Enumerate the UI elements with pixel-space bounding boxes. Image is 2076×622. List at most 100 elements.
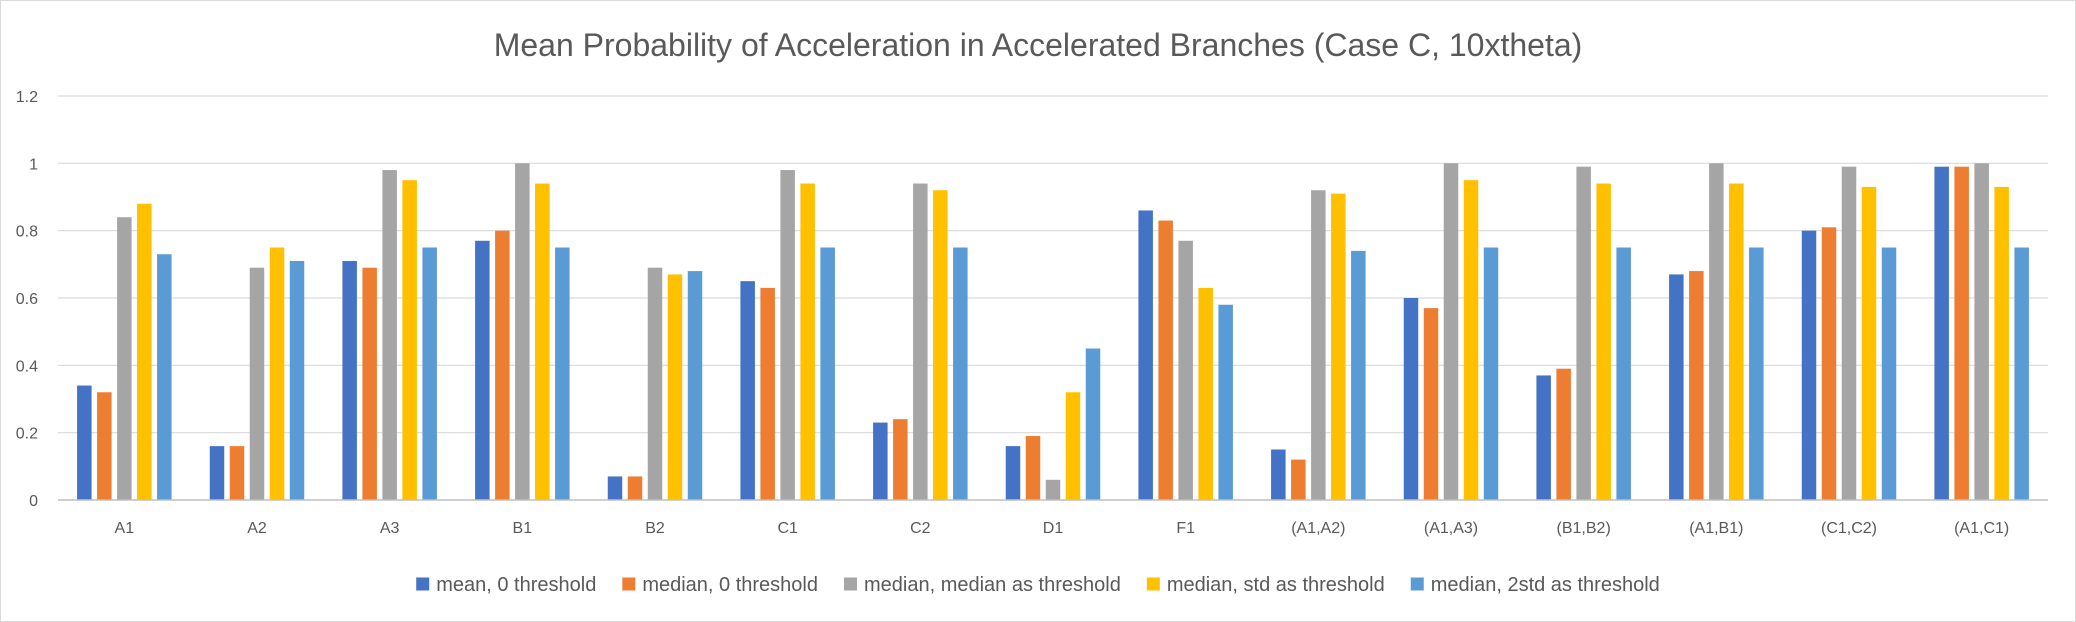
x-tick-label: B2 (645, 520, 665, 537)
bar (157, 254, 172, 500)
bar (422, 247, 437, 500)
bar (893, 419, 908, 500)
bar (1005, 446, 1021, 500)
bar (1218, 304, 1233, 500)
bar (760, 287, 775, 500)
bar (555, 247, 570, 500)
bar (913, 183, 928, 501)
legend-label: median, 2std as threshold (1431, 574, 1660, 596)
bar (953, 247, 968, 500)
bar (1331, 193, 1346, 500)
bar (249, 267, 265, 500)
bar (1576, 166, 1591, 500)
bar (933, 190, 948, 500)
bar (495, 230, 510, 500)
y-tick-label: 1.2 (16, 89, 38, 106)
bar (97, 392, 112, 500)
bar (1749, 247, 1764, 500)
x-tick-label: (A1,A3) (1424, 520, 1478, 537)
y-tick-label: 0.4 (16, 358, 38, 375)
bar (1198, 287, 1213, 500)
bar (1311, 190, 1326, 500)
bar (740, 281, 755, 500)
x-tick-label: (A1,C1) (1954, 520, 2009, 537)
bar (1403, 298, 1419, 500)
x-tick-label: A3 (380, 520, 400, 537)
legend-swatch (622, 577, 636, 591)
bar (209, 446, 225, 500)
bar (2014, 247, 2029, 500)
y-axis-ticks: 0 0.2 0.4 0.6 0.8 1 1.2 (16, 89, 38, 510)
x-tick-label: (B1,B2) (1557, 520, 1611, 537)
legend-swatch (1146, 577, 1160, 591)
bar (1881, 247, 1897, 500)
chart-title: Mean Probability of Acceleration in Acce… (494, 27, 1583, 63)
bar (1271, 449, 1286, 500)
bar (873, 422, 888, 500)
x-tick-label: B1 (513, 520, 533, 537)
bar (1138, 210, 1153, 500)
bar (117, 217, 132, 500)
bar (1556, 368, 1571, 500)
bar (1861, 186, 1877, 500)
bar (1709, 163, 1724, 501)
x-tick-label: (C1,C2) (1821, 520, 1877, 537)
x-tick-label: C2 (910, 520, 931, 537)
bar (1065, 392, 1081, 500)
legend-swatch (1410, 577, 1424, 591)
bar (1729, 183, 1744, 501)
bar (1801, 230, 1817, 500)
legend-swatch (844, 577, 858, 591)
bar (1483, 247, 1499, 500)
bar (1178, 240, 1193, 500)
bar (77, 385, 92, 500)
bar (1974, 163, 1989, 501)
bar (1351, 250, 1366, 500)
x-tick-label: F1 (1176, 520, 1195, 537)
y-tick-label: 1 (29, 156, 38, 173)
bar (1669, 274, 1684, 500)
bar (1045, 479, 1061, 500)
bar (1085, 348, 1101, 500)
bar (627, 476, 643, 500)
bar (362, 267, 377, 500)
y-tick-label: 0.2 (16, 426, 38, 443)
bar (475, 240, 490, 500)
bar (647, 267, 663, 500)
bar (289, 260, 305, 500)
bar (1994, 186, 2009, 500)
legend-label: median, median as threshold (864, 574, 1121, 596)
bar (1616, 247, 1631, 500)
bar (1689, 271, 1704, 500)
bar (820, 247, 835, 500)
bar (1025, 436, 1041, 500)
x-tick-label: D1 (1043, 520, 1064, 537)
legend-label: mean, 0 threshold (436, 574, 596, 596)
bar (269, 247, 285, 500)
bar (515, 163, 530, 501)
bar (800, 183, 815, 501)
y-tick-label: 0 (29, 493, 38, 510)
x-tick-label: A1 (115, 520, 135, 537)
bar (1821, 227, 1837, 501)
y-tick-label: 0.8 (16, 224, 38, 241)
bar (1536, 375, 1551, 500)
bar (342, 260, 357, 500)
bars (77, 163, 2029, 501)
bar (229, 446, 245, 500)
legend: mean, 0 threshold median, 0 threshold medi… (416, 574, 1660, 596)
bar (607, 476, 623, 500)
legend-label: median, 0 threshold (642, 574, 818, 596)
x-tick-label: (A1,A2) (1291, 520, 1345, 537)
legend-swatch (416, 577, 430, 591)
bar (1291, 459, 1306, 500)
bar (687, 271, 703, 500)
bar (535, 183, 550, 501)
x-axis-ticks: A1 A2 A3 B1 B2 C1 C2 D1 F1 (A1,A2) (A1,A3) (B1,B2) (… (115, 520, 2010, 537)
x-tick-label: C1 (777, 520, 798, 537)
bar (1954, 166, 1969, 500)
bar (1423, 308, 1439, 500)
x-tick-label: (A1,B1) (1689, 520, 1743, 537)
